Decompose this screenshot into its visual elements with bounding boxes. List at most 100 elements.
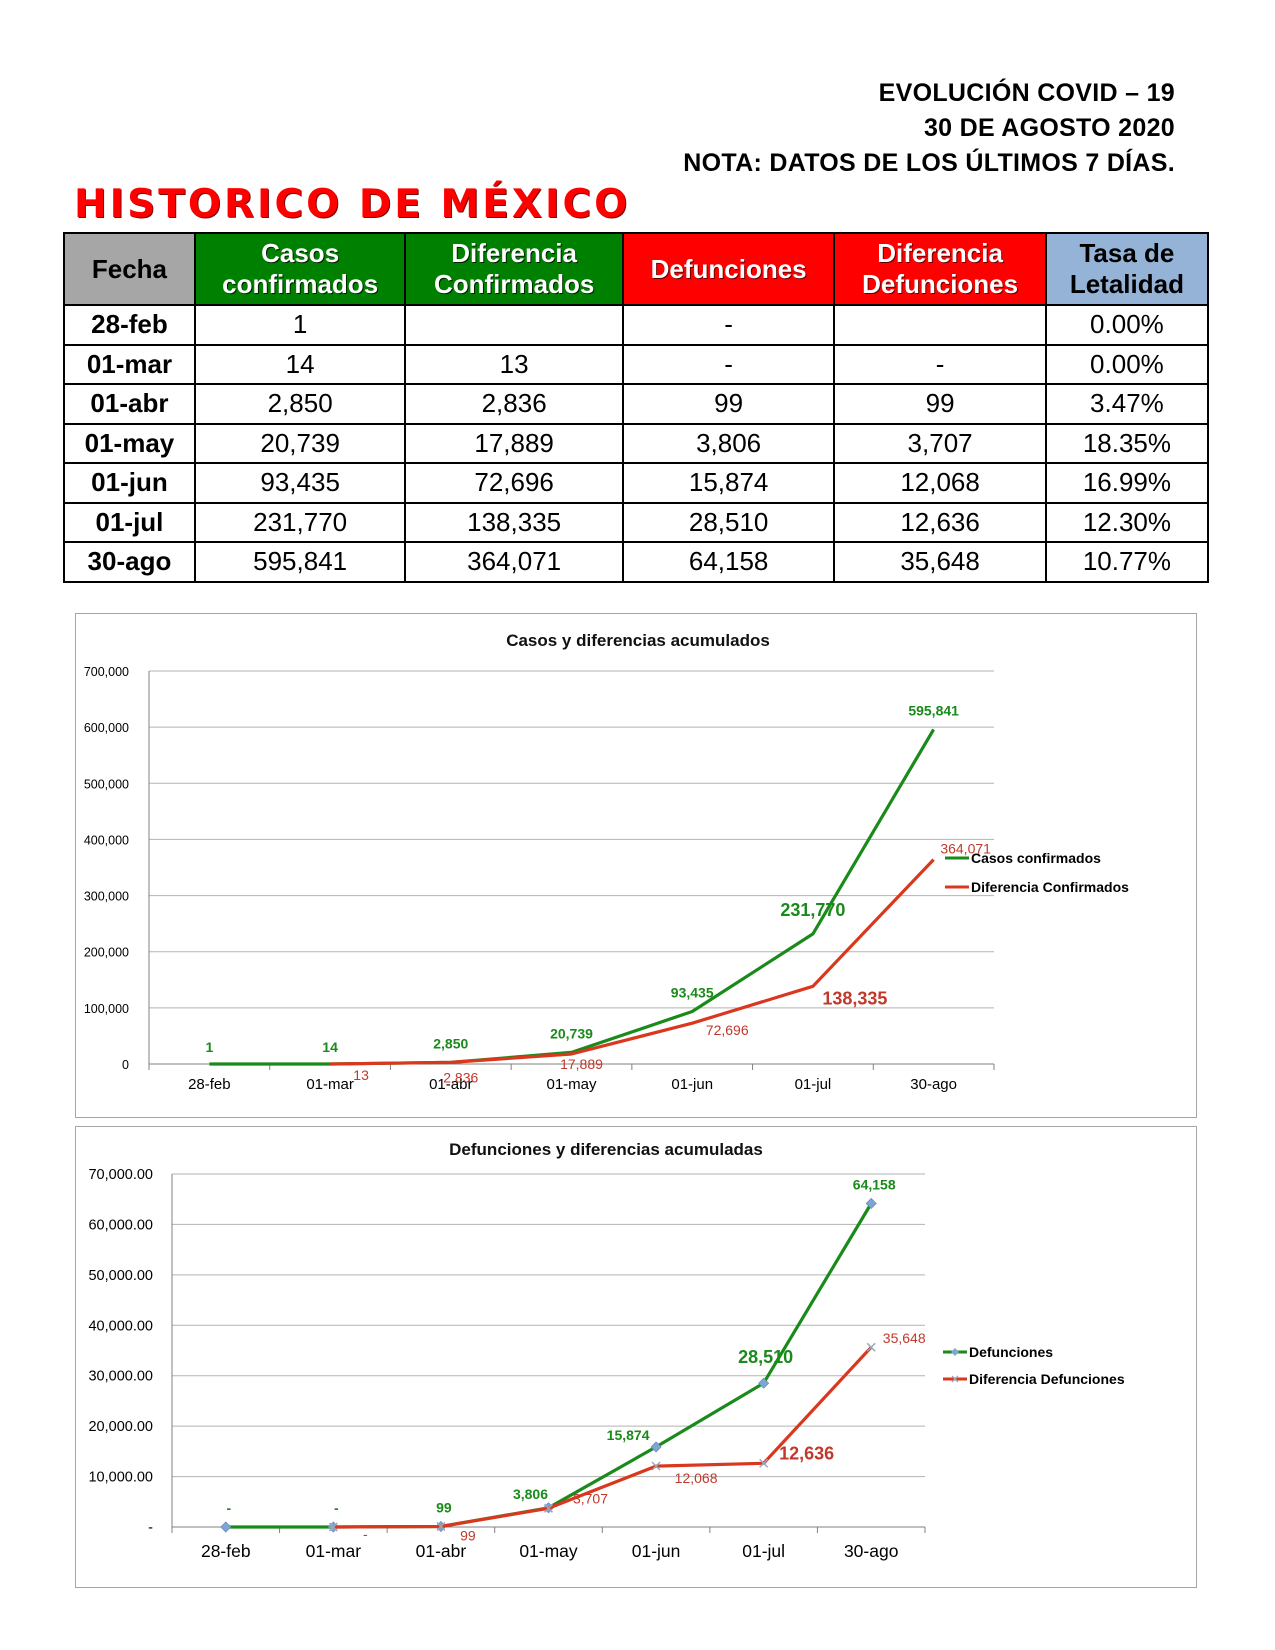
undefined-data-label: 3,707 — [573, 1490, 608, 1506]
chart-defunciones: Defunciones y diferencias acumuladas - 10,… — [75, 1126, 1197, 1588]
undefined-data-label: 17,889 — [560, 1056, 603, 1072]
header-casos-confirmados: Casos confirmados — [193, 232, 407, 306]
undefined-y-tick-label: 700,000 — [84, 665, 129, 679]
report-header: EVOLUCIÓN COVID – 19 30 DE AGOSTO 2020 N… — [683, 76, 1175, 181]
chart-casos: Casos y diferencias acumulados 0 100,000 20… — [75, 613, 1197, 1118]
cell-tasa: 0.00% — [1044, 343, 1210, 385]
undefined-data-label: - — [334, 1500, 339, 1516]
undefined-data-label: 2,836 — [443, 1069, 478, 1085]
undefined-data-label: 13 — [353, 1067, 369, 1083]
cell-fecha: 28-feb — [63, 304, 196, 346]
undefined-data-label: - — [226, 1500, 231, 1516]
undefined-y-tick-label: 20,000.00 — [88, 1419, 153, 1435]
undefined-x-tick-label: 01-jul — [795, 1076, 832, 1093]
table-row: 30-ago 595,841 364,071 64,158 35,648 10.77% — [63, 541, 1210, 583]
undefined-marker-x — [651, 1461, 661, 1471]
undefined-data-label: 12,068 — [675, 1470, 718, 1486]
cell-casos: 14 — [193, 343, 407, 385]
table-row: 01-jun 93,435 72,696 15,874 12,068 16.99% — [63, 462, 1210, 504]
table-row: 01-jul 231,770 138,335 28,510 12,636 12.30% — [63, 501, 1210, 543]
cell-defunciones: - — [621, 304, 836, 346]
undefined-x-tick-label: 01-abr — [416, 1541, 467, 1561]
cell-tasa: 0.00% — [1044, 304, 1210, 346]
header-fecha: Fecha — [63, 232, 196, 306]
undefined-data-label: 231,770 — [780, 900, 845, 920]
cell-defunciones: 15,874 — [621, 462, 836, 504]
undefined-x-tick-label: 01-jul — [742, 1541, 785, 1561]
undefined-y-tick-label: 40,000.00 — [88, 1318, 153, 1334]
undefined-y-tick-label: 60,000.00 — [88, 1217, 153, 1233]
undefined-series-line-2 — [330, 858, 935, 1066]
undefined-y-tick-label: 100,000 — [84, 1002, 129, 1016]
header-line-2: 30 DE AGOSTO 2020 — [923, 114, 1175, 142]
undefined-series-line-2 — [333, 1346, 873, 1529]
cell-casos: 2,850 — [193, 383, 407, 425]
cell-defunciones: 64,158 — [621, 541, 836, 583]
undefined-data-label: 2,850 — [433, 1035, 468, 1051]
undefined-data-label: 15,874 — [607, 1427, 650, 1443]
undefined-marker-diamond — [758, 1377, 770, 1389]
cell-dif-conf: 72,696 — [404, 462, 624, 504]
undefined-legend-label-2: Diferencia Defunciones — [969, 1371, 1125, 1387]
cell-tasa: 3.47% — [1044, 383, 1210, 425]
header-line-1: EVOLUCIÓN COVID – 19 — [878, 79, 1175, 107]
cell-casos: 231,770 — [193, 501, 407, 543]
cell-dif-def — [833, 304, 1047, 346]
undefined-legend-marker — [951, 1348, 959, 1356]
undefined-data-label: - — [363, 1526, 368, 1542]
undefined-x-tick-label: 01-jun — [632, 1541, 681, 1561]
cell-fecha: 01-abr — [63, 383, 196, 425]
cell-tasa: 18.35% — [1044, 422, 1210, 464]
undefined-marker-x — [759, 1458, 769, 1468]
page-title: HISTORICO DE MÉXICO — [74, 182, 631, 227]
undefined-y-tick-label: 500,000 — [84, 777, 129, 791]
cell-dif-def: 99 — [833, 383, 1047, 425]
undefined-x-tick-label: 01-may — [546, 1076, 597, 1093]
cell-dif-def: 3,707 — [833, 422, 1047, 464]
table-row: 01-may 20,739 17,889 3,806 3,707 18.35% — [63, 422, 1210, 464]
undefined-legend-label-2: Diferencia Confirmados — [971, 879, 1129, 895]
cell-dif-def: 12,636 — [833, 501, 1047, 543]
cell-fecha: 30-ago — [63, 541, 196, 583]
cell-dif-def: 35,648 — [833, 541, 1047, 583]
undefined-data-label: 20,739 — [550, 1025, 593, 1041]
cell-defunciones: 99 — [621, 383, 836, 425]
chart-defunciones-svg: Defunciones y diferencias acumuladas - 10,… — [88, 1140, 1125, 1561]
undefined-y-tick-label: 10,000.00 — [88, 1470, 153, 1486]
undefined-y-tick-label: 300,000 — [84, 890, 129, 904]
undefined-data-label: 99 — [460, 1528, 476, 1544]
undefined-x-tick-label: 30-ago — [844, 1541, 899, 1561]
cell-fecha: 01-may — [63, 422, 196, 464]
header-diferencia-defunciones: Diferencia Defunciones — [833, 232, 1047, 306]
cell-fecha: 01-jun — [63, 462, 196, 504]
undefined-marker-diamond — [220, 1521, 232, 1533]
undefined-marker-diamond — [865, 1197, 877, 1210]
cell-dif-conf: 2,836 — [404, 383, 624, 425]
cell-casos: 595,841 — [193, 541, 407, 583]
undefined-title: Defunciones y diferencias acumuladas — [449, 1140, 763, 1159]
undefined-y-tick-label: 200,000 — [84, 946, 129, 960]
undefined-data-label: 72,696 — [706, 1022, 749, 1038]
undefined-series-line-1 — [209, 728, 935, 1066]
cell-casos: 1 — [193, 304, 407, 346]
undefined-x-tick-label: 01-may — [519, 1541, 578, 1561]
undefined-legend-label-1: Defunciones — [969, 1344, 1053, 1360]
undefined-marker-x — [328, 1522, 338, 1532]
table-row: 01-mar 14 13- -0.00% — [63, 343, 1210, 385]
chart-casos-svg: Casos y diferencias acumulados 0 100,000 20… — [84, 631, 1129, 1093]
undefined-y-tick-label: 0 — [122, 1058, 129, 1072]
cell-defunciones: 28,510 — [621, 501, 836, 543]
table-row: 28-feb 1 - 0.00% — [63, 304, 1210, 346]
undefined-legend-marker — [951, 1375, 959, 1383]
undefined-marker-x — [436, 1521, 446, 1532]
undefined-x-tick-label: 28-feb — [201, 1541, 251, 1561]
undefined-x-tick-label: 28-feb — [188, 1076, 231, 1093]
cell-defunciones: - — [621, 343, 836, 385]
undefined-x-tick-label: 01-mar — [306, 1076, 354, 1093]
undefined-y-tick-label: 50,000.00 — [88, 1268, 153, 1284]
cell-fecha: 01-mar — [63, 343, 196, 385]
cell-tasa: 10.77% — [1044, 541, 1210, 583]
header-line-3: NOTA: DATOS DE LOS ÚLTIMOS 7 DÍAS. — [683, 149, 1175, 177]
undefined-y-tick-label: 70,000.00 — [88, 1167, 153, 1183]
undefined-x-tick-label: 01-abr — [429, 1076, 472, 1093]
